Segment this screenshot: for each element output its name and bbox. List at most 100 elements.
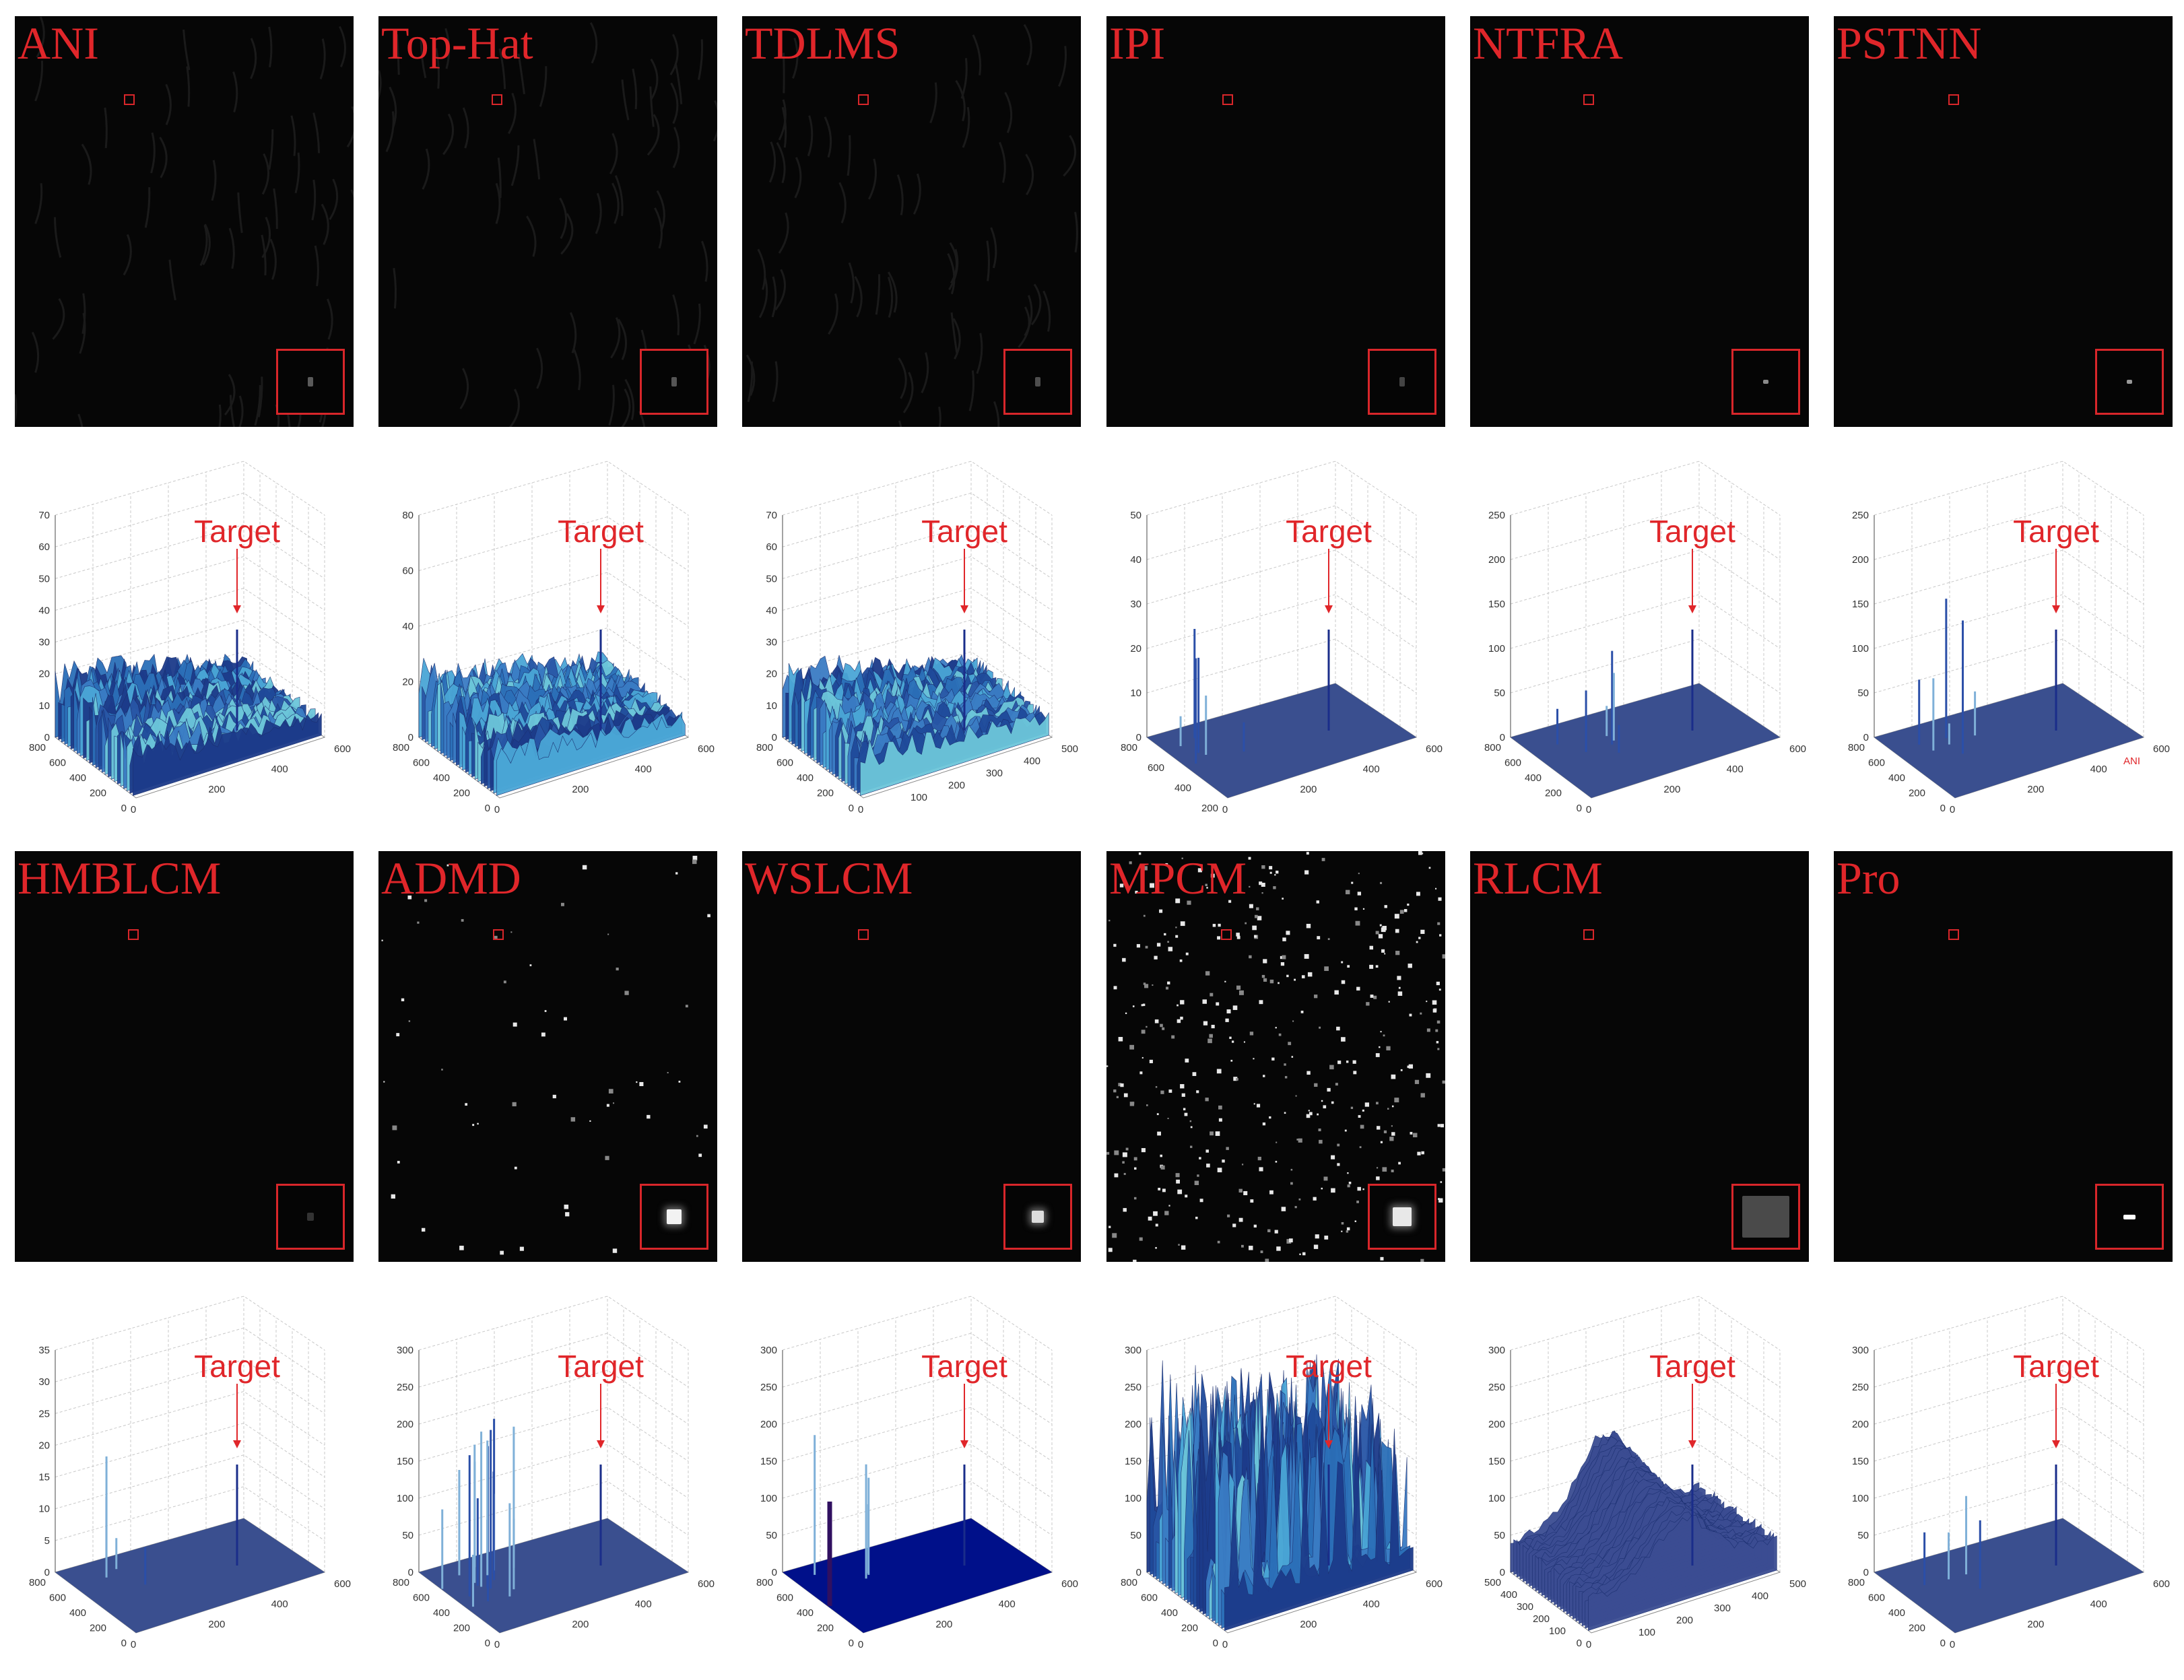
target-label: Target	[558, 1349, 644, 1384]
intensity-surface-plot: 0 50 100 150 200 250 300 0 200 400 600 800 200 400 600…	[742, 1296, 1092, 1680]
z-tick-label: 200	[1852, 1419, 1869, 1430]
y-tick-label: 0	[1577, 1638, 1582, 1649]
origin-tick-label: 0	[1950, 804, 1955, 815]
target-label: Target	[1286, 1349, 1372, 1384]
z-tick-label: 150	[1488, 1456, 1505, 1467]
method-label: PSTNN	[1836, 18, 1982, 69]
zoomed-target-inset	[276, 349, 345, 415]
origin-tick-label: 0	[1222, 1639, 1228, 1650]
z-tick-label: 40	[402, 621, 413, 632]
y-tick-label: 400	[1500, 1589, 1517, 1601]
y-tick-label: 200	[817, 788, 834, 799]
axes-grid	[1873, 1296, 2145, 1634]
z-tick-label: 100	[397, 1493, 413, 1504]
target-marker-box	[1948, 94, 1959, 105]
target-annotation: Target	[921, 514, 1007, 731]
z-tick-label: 0	[44, 732, 50, 743]
axes-grid	[54, 461, 326, 799]
zoomed-target-inset	[1731, 349, 1800, 415]
z-tick-label: 150	[1488, 599, 1505, 610]
intensity-surface	[782, 654, 1049, 796]
intensity-surface-plot: 0 10 20 30 40 50 200 400 600 800 200 400 600 0 Target	[1106, 461, 1457, 845]
z-tick-label: 0	[408, 732, 413, 743]
y-tick-label: 800	[756, 1577, 773, 1588]
x-tick-label: 400	[2090, 764, 2107, 775]
y-tick-label: 800	[1121, 742, 1137, 753]
z-tick-label: 20	[766, 669, 777, 680]
z-tick-label: 150	[1125, 1456, 1141, 1467]
y-tick-label: 200	[453, 1623, 470, 1634]
z-tick-label: 50	[1857, 1530, 1869, 1541]
target-marker-box	[492, 94, 502, 105]
z-tick-label: 50	[1494, 1530, 1505, 1541]
target-blob	[671, 377, 677, 387]
x-tick-label: 600	[2153, 743, 2170, 755]
z-tick-label: 200	[1125, 1419, 1141, 1430]
x-tick-label: 400	[1363, 1599, 1380, 1610]
origin-tick-label: 0	[1586, 1639, 1591, 1650]
z-tick-label: 250	[1852, 1382, 1869, 1393]
y-tick-label: 400	[1888, 772, 1905, 784]
intensity-surface-plot: 0 50 100 150 200 250 0 200 400 600 800 200 400 600 0 Ta…	[1470, 461, 1820, 845]
z-tick-label: 10	[1130, 687, 1141, 699]
x-tick-label: 400	[1363, 764, 1380, 775]
origin-tick-label: 0	[858, 1639, 863, 1650]
zoomed-target-inset	[2095, 1184, 2164, 1250]
x-tick-label: 400	[635, 764, 652, 775]
y-tick-label: 0	[121, 803, 127, 814]
x-tick-label: 300	[1714, 1603, 1731, 1614]
z-tick-label: 70	[766, 510, 777, 521]
z-tick-label: 50	[1130, 1530, 1141, 1541]
target-annotation: Target	[1286, 514, 1372, 731]
target-label: Target	[921, 1349, 1007, 1384]
target-annotation: Target	[194, 514, 280, 731]
z-tick-label: 50	[1130, 510, 1141, 521]
z-tick-label: 30	[38, 637, 50, 648]
z-tick-label: 100	[1852, 1493, 1869, 1504]
target-marker-box	[1583, 94, 1594, 105]
intensity-surface-plot: 0 5 10 15 20 25 30 35 0 200 400 600 800 200 400 600 0 Tar…	[15, 1296, 365, 1680]
intensity-surface-plot: 0 50 100 150 200 250 300 0 200 400 600 800 200 400 600…	[1834, 1296, 2184, 1680]
z-tick-label: 100	[760, 1493, 777, 1504]
x-tick-label: 200	[1663, 784, 1680, 795]
result-image-panel: Pro	[1834, 851, 2173, 1262]
x-tick-label: 500	[1061, 743, 1078, 755]
z-tick-label: 0	[1500, 1567, 1505, 1578]
x-tick-label: 400	[2090, 1599, 2107, 1610]
z-tick-label: 150	[1852, 599, 1869, 610]
target-annotation: Target	[1649, 514, 1735, 731]
z-tick-label: 10	[766, 700, 777, 712]
method-label: ANI	[18, 18, 99, 69]
y-tick-label: 0	[485, 803, 490, 814]
y-tick-label: 500	[1484, 1577, 1501, 1588]
x-tick-label: 600	[1061, 1578, 1078, 1590]
y-tick-label: 800	[756, 742, 773, 753]
method-label: WSLCM	[745, 852, 913, 904]
z-tick-label: 80	[402, 510, 413, 521]
result-image-panel: TDLMS	[742, 16, 1081, 427]
origin-tick-label: 0	[131, 804, 136, 815]
x-tick-label: 600	[698, 743, 715, 755]
y-tick-label: 800	[29, 1577, 46, 1588]
origin-tick-label: 0	[858, 804, 863, 815]
y-tick-label: 300	[1517, 1601, 1533, 1613]
x-tick-label: 300	[986, 768, 1003, 779]
z-tick-label: 50	[402, 1530, 413, 1541]
y-tick-label: 600	[1868, 758, 1885, 769]
x-tick-label: 400	[1752, 1590, 1768, 1602]
z-tick-label: 200	[1852, 554, 1869, 566]
y-tick-label: 800	[1484, 742, 1501, 753]
target-label: Target	[194, 514, 280, 549]
intensity-surface	[1874, 1496, 2144, 1633]
target-label: Target	[1649, 514, 1735, 549]
target-marker-box	[1583, 929, 1594, 940]
target-marker-box	[1948, 929, 1959, 940]
y-tick-label: 200	[1545, 788, 1562, 799]
origin-tick-label: 0	[494, 1639, 500, 1650]
target-blob	[1393, 1207, 1412, 1226]
z-tick-label: 60	[38, 541, 50, 553]
target-blob	[1035, 377, 1040, 387]
y-tick-label: 0	[1213, 1638, 1218, 1649]
z-tick-label: 15	[38, 1472, 50, 1483]
z-tick-label: 60	[402, 566, 413, 577]
